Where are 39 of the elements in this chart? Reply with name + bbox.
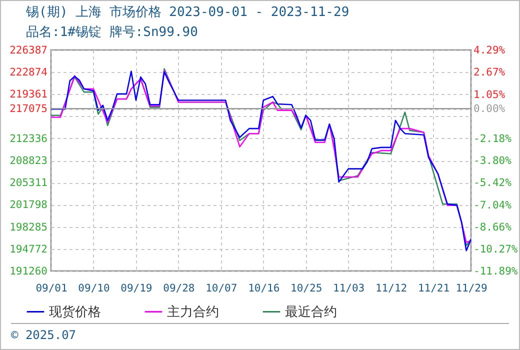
x-tick-label: 09/19 [120,282,152,294]
x-tick-label: 09/01 [36,282,68,294]
x-tick-label: 09/28 [163,282,195,294]
y2-tick-label: 0.00% [474,103,506,116]
y-tick-label: 194772 [10,243,48,256]
y-tick-label: 212336 [10,132,48,145]
x-tick-label: 10/07 [206,282,238,294]
y2-tick-label: -5.42% [474,177,512,190]
y-tick-label: 219361 [10,88,48,101]
y2-tick-label: 1.05% [474,88,506,101]
y2-tick-label: 4.29% [474,44,506,56]
text: © 2025.07 [11,323,509,342]
x-tick-label: 10/25 [290,282,322,294]
x-tick-label: 11/29 [456,282,488,294]
y2-tick-label: 2.67% [474,66,506,79]
x-tick-label: 11/12 [375,282,408,294]
legend-label: 最近合约 [285,304,337,320]
x-tick-label: 11/21 [418,282,450,294]
legend-label: 现货价格 [49,304,101,320]
y2-tick-label: -3.80% [474,155,512,167]
y2-tick-label: -2.18% [474,132,512,145]
x-tick-label: 09/10 [78,282,110,294]
x-tick-label: 11/03 [333,282,365,294]
y2-tick-label: -10.27% [474,243,518,256]
chart-title: 锡(期) 上海 市场价格 2023-09-01 - 2023-11-29 [25,5,350,20]
y2-tick-label: -11.89% [474,266,518,278]
y2-tick-label: -7.04% [474,199,512,212]
y-tick-label: 226387 [10,44,48,56]
chart-subtitle: 品名:1#锡锭 牌号:Sn99.90 [26,25,198,40]
legend-label: 主力合约 [167,304,219,320]
y-tick-label: 198285 [10,221,48,234]
y-tick-label: 222874 [10,66,48,79]
y2-tick-label: -8.66% [474,221,512,234]
x-tick-label: 10/16 [248,282,280,294]
y-tick-label: 191260 [10,266,48,278]
y-tick-label: 201798 [10,199,48,212]
y-tick-label: 208823 [10,155,48,168]
y-tick-label: 217075 [10,103,48,116]
y-tick-label: 205311 [10,177,48,190]
